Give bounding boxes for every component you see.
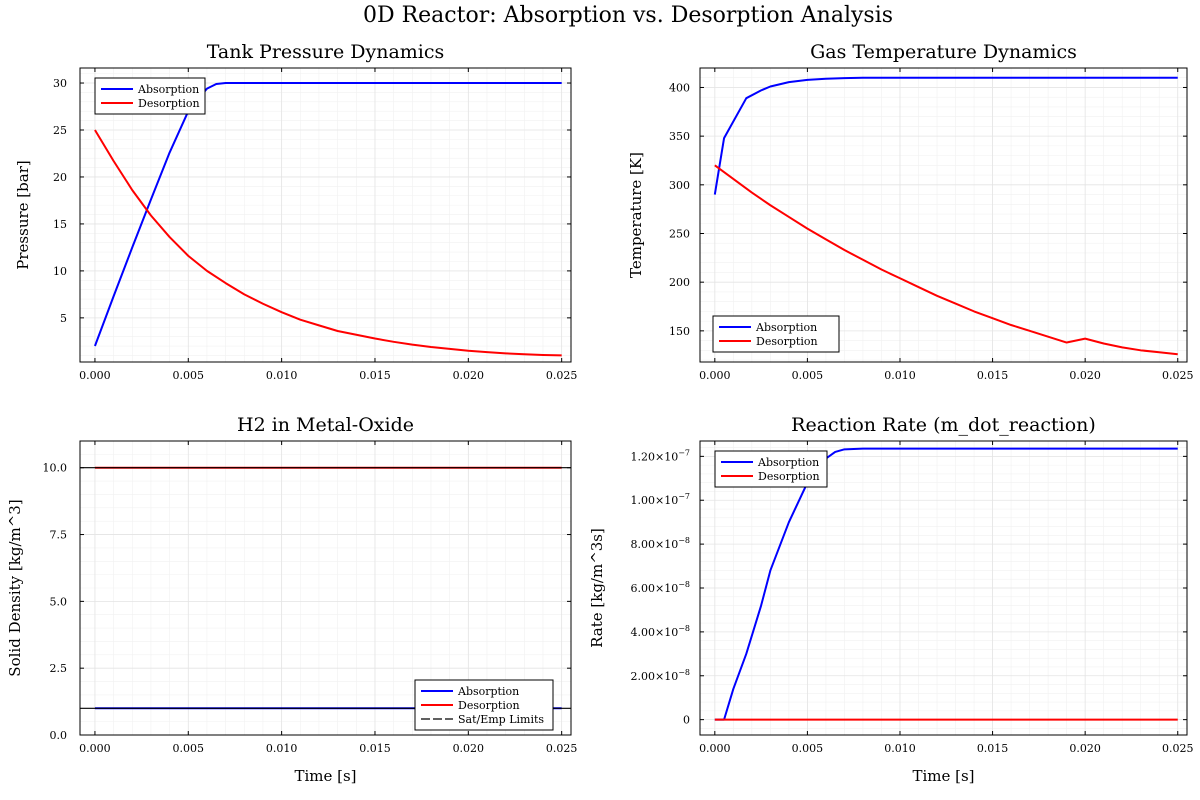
x-tick-label: 0.000	[79, 369, 111, 382]
chart-title: H2 in Metal-Oxide	[237, 414, 414, 436]
y-tick-label: 2.5	[50, 662, 68, 675]
y-axis-label: Solid Density [kg/m^3]	[6, 499, 24, 676]
y-tick-label: 10.0	[43, 462, 68, 475]
plot-frame	[699, 67, 1188, 363]
y-tick-label: 25	[53, 124, 67, 137]
x-tick-label: 0.015	[977, 369, 1009, 382]
chart-title: Reaction Rate (m_dot_reaction)	[791, 414, 1096, 436]
x-tick-label: 0.010	[266, 742, 298, 755]
y-tick-label: 20	[53, 171, 67, 184]
x-tick-label: 0.025	[1162, 369, 1194, 382]
legend-label: Desorption	[756, 335, 818, 348]
chart-pressure: 0.000 0.005 0.010 0.015 0.020 0.025 5 10 15 20 25 3…	[14, 41, 577, 382]
x-tick-label: 0.025	[546, 742, 578, 755]
legend-box	[712, 315, 840, 353]
x-tick-label: 0.010	[884, 369, 916, 382]
legend-label: Absorption	[137, 83, 199, 96]
series-line-absorption	[94, 82, 562, 347]
x-tick-label: 0.005	[792, 742, 824, 755]
x-tick-label: 0.005	[792, 369, 824, 382]
legend-label: Absorption	[457, 685, 519, 698]
chart-title: Gas Temperature Dynamics	[810, 41, 1077, 63]
x-tick-label: 0.015	[359, 369, 391, 382]
y-tick-label: 10	[53, 265, 67, 278]
x-tick-label: 0.010	[884, 742, 916, 755]
x-tick-label: 0.020	[453, 369, 485, 382]
figure-suptitle: 0D Reactor: Absorption vs. Desorption An…	[363, 3, 893, 28]
x-tick-label: 0.015	[977, 742, 1009, 755]
legend-box	[94, 77, 206, 115]
x-tick-label: 0.020	[1069, 369, 1101, 382]
series-line-desorption	[94, 129, 562, 357]
x-axis-label: Time [s]	[294, 767, 356, 785]
y-tick-label: 200	[669, 276, 690, 289]
y-tick-label: 4.00×10−8	[630, 624, 690, 639]
y-tick-label: 5	[60, 312, 67, 325]
x-tick-label: 0.020	[1069, 742, 1101, 755]
y-tick-label: 350	[669, 130, 690, 143]
x-tick-label: 0.000	[79, 742, 111, 755]
x-tick-label: 0.015	[359, 742, 391, 755]
y-axis-label: Rate [kg/m^3s]	[588, 528, 606, 648]
y-tick-label: 15	[53, 218, 67, 231]
y-tick-label: 2.00×10−8	[630, 668, 690, 683]
x-axis-label: Time [s]	[912, 767, 974, 785]
y-tick-label: 30	[53, 77, 67, 90]
legend-label: Desorption	[758, 470, 820, 483]
plot-frame	[79, 440, 572, 736]
y-tick-label: 5.0	[50, 595, 68, 608]
y-tick-label: 8.00×10−8	[630, 536, 690, 551]
x-tick-label: 0.025	[546, 369, 578, 382]
plot-frame	[79, 67, 572, 363]
x-tick-label: 0.010	[266, 369, 298, 382]
x-tick-label: 0.005	[173, 742, 205, 755]
chart-reaction-rate: 0.000 0.005 0.010 0.015 0.020 0.025 0 2.00×10−8…	[588, 414, 1193, 785]
plot-area	[94, 82, 562, 357]
chart-title: Tank Pressure Dynamics	[207, 41, 445, 63]
y-tick-label: 300	[669, 179, 690, 192]
plot-area	[713, 76, 1178, 356]
y-tick-label: 1.00×10−7	[630, 492, 690, 507]
y-tick-label: 6.00×10−8	[630, 580, 690, 595]
y-tick-label: 400	[669, 81, 690, 94]
y-tick-label: 250	[669, 227, 690, 240]
y-tick-label: 1.20×10−7	[630, 448, 690, 463]
x-tick-label: 0.000	[699, 742, 731, 755]
series-line-absorption	[713, 76, 1178, 195]
legend-box	[714, 450, 828, 488]
legend-label: Desorption	[458, 699, 520, 712]
y-axis-label: Temperature [K]	[627, 152, 645, 278]
y-tick-label: 0	[683, 714, 690, 727]
legend-label: Desorption	[138, 97, 200, 110]
legend-label: Absorption	[757, 456, 819, 469]
x-tick-label: 0.025	[1162, 742, 1194, 755]
x-tick-label: 0.020	[453, 742, 485, 755]
chart-temperature: 0.000 0.005 0.010 0.015 0.020 0.025 150 200 250 3…	[627, 41, 1193, 382]
y-tick-label: 150	[669, 325, 690, 338]
x-tick-label: 0.005	[173, 369, 205, 382]
y-axis-label: Pressure [bar]	[14, 160, 32, 269]
x-tick-label: 0.000	[699, 369, 731, 382]
series-line-desorption	[714, 164, 1178, 356]
legend-label: Absorption	[755, 321, 817, 334]
legend-label: Sat/Emp Limits	[458, 713, 544, 726]
y-tick-label: 7.5	[50, 529, 68, 542]
y-tick-label: 0.0	[50, 729, 68, 742]
chart-solid-density: 0.000 0.005 0.010 0.015 0.020 0.025 0.0 2.5 5.0 7…	[6, 414, 577, 785]
